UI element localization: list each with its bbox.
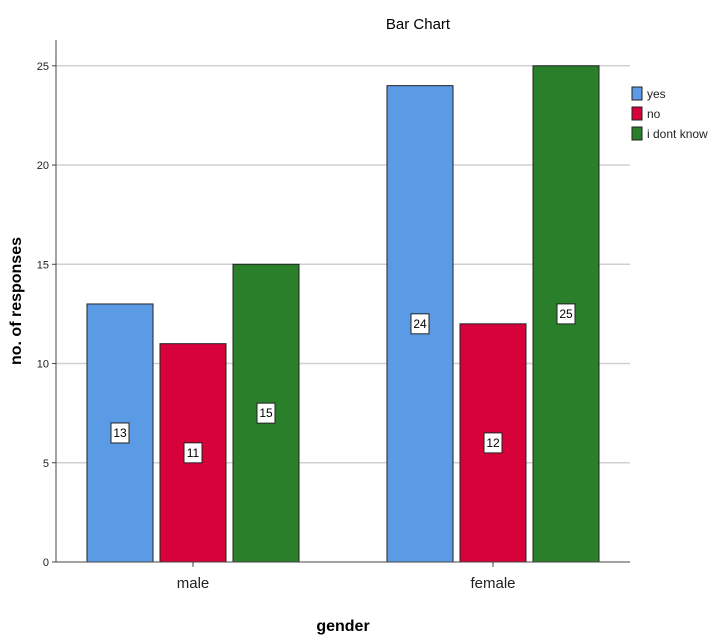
legend-label: i dont know: [647, 127, 708, 141]
data-label: 11: [187, 446, 200, 460]
y-tick-label: 5: [43, 458, 49, 470]
chart-title: Bar Chart: [386, 16, 451, 33]
legend: yes no i dont know: [632, 87, 708, 141]
y-tick-label: 25: [37, 61, 49, 73]
legend-swatch: [632, 87, 642, 100]
legend-label: yes: [647, 87, 666, 101]
data-label: 12: [486, 436, 500, 450]
y-tick-label: 20: [37, 160, 49, 172]
x-axis-label: gender: [316, 618, 369, 635]
legend-swatch: [632, 107, 642, 120]
x-tick-label: male: [177, 575, 210, 592]
y-tick-labels: 0 5 10 15 20 25: [37, 61, 56, 569]
data-label: 24: [413, 317, 427, 331]
data-label: 13: [113, 426, 127, 440]
data-label: 25: [559, 307, 573, 321]
y-tick-label: 0: [43, 557, 49, 569]
bars: [87, 66, 599, 562]
y-axis-label: no. of responses: [8, 237, 25, 365]
x-tick-labels: male female: [177, 562, 516, 592]
legend-label: no: [647, 107, 661, 121]
legend-swatch: [632, 127, 642, 140]
x-tick-label: female: [470, 575, 515, 592]
y-tick-label: 10: [37, 359, 49, 371]
data-label: 15: [259, 406, 273, 420]
y-tick-label: 15: [37, 259, 49, 271]
